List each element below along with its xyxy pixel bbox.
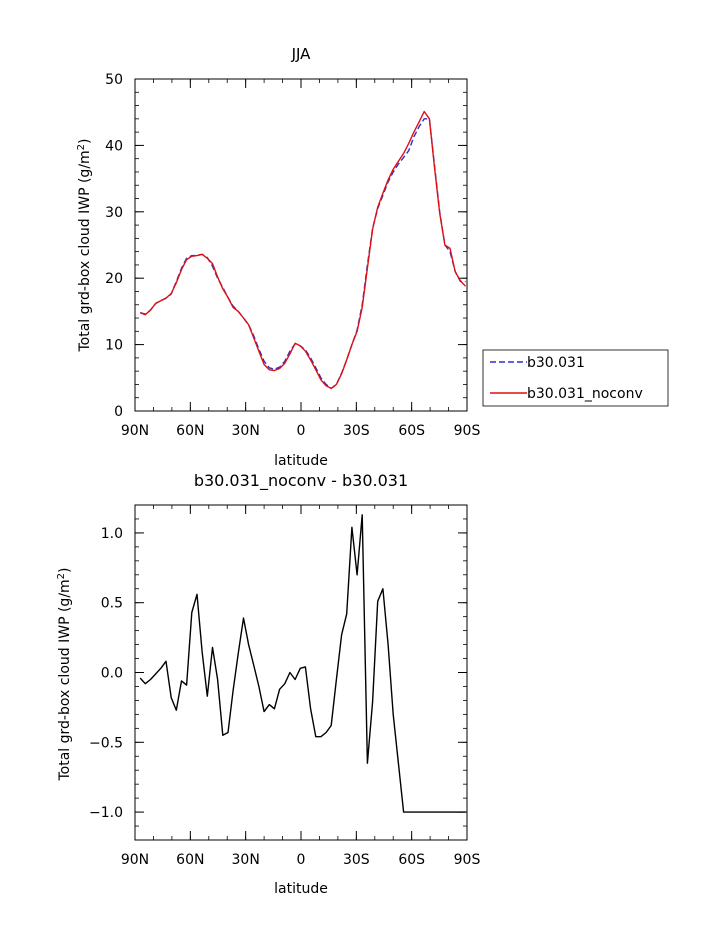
plot-frame <box>134 78 468 412</box>
x-tick-label: 30S <box>343 423 370 439</box>
x-tick-label: 30N <box>232 423 260 439</box>
plot-frame <box>134 504 468 841</box>
y-tick-label: 50 <box>105 72 123 88</box>
x-tick-label: 30S <box>343 852 370 868</box>
x-tick-label: 90N <box>121 423 149 439</box>
legend: b30.031 b30.031_noconv <box>482 349 669 407</box>
y-tick-label: 10 <box>105 338 123 354</box>
x-tick-label: 90N <box>121 852 149 868</box>
unit-superscript: 2 <box>56 573 67 579</box>
y-tick-label: 30 <box>105 205 123 221</box>
difference-series-line <box>139 514 466 813</box>
x-tick-label: 0 <box>297 852 306 868</box>
y-tick-label: −0.5 <box>89 735 123 751</box>
top-y-axis-label: Total grd-box cloud IWP (g/m2) <box>76 138 93 352</box>
y-tick-label: 1.0 <box>101 526 123 542</box>
y-tick-label: −1.0 <box>89 805 123 821</box>
legend-label-b30-031: b30.031 <box>527 355 585 371</box>
x-tick-label: 60S <box>398 423 425 439</box>
bottom-chart-title: b30.031_noconv - b30.031 <box>194 471 408 491</box>
y-tick-label: 20 <box>105 271 123 287</box>
legend-label-b30-031-noconv: b30.031_noconv <box>527 386 643 402</box>
x-tick-label: 60N <box>176 423 204 439</box>
x-tick-label: 30N <box>232 852 260 868</box>
y-tick-label: 0.0 <box>101 666 123 682</box>
unit-suffix: ) <box>57 567 73 572</box>
y-tick-label: 0 <box>114 404 123 420</box>
b30-031-noconv-series-line <box>139 110 467 390</box>
x-tick-label: 0 <box>297 423 306 439</box>
legend-box <box>482 349 669 407</box>
top-x-axis-label: latitude <box>274 453 328 469</box>
iwp-panel: JJA latitude Total grd-box cloud IWP (g/… <box>76 45 480 469</box>
bottom-x-axis-label: latitude <box>274 881 328 897</box>
x-tick-label: 90S <box>454 852 481 868</box>
y-tick-label: 40 <box>105 138 123 154</box>
y-tick-label: 0.5 <box>101 596 123 612</box>
unit-suffix: ) <box>77 138 93 143</box>
top-chart-title: JJA <box>291 45 312 63</box>
x-tick-label: 60S <box>398 852 425 868</box>
unit-superscript: 2 <box>76 144 87 150</box>
bottom-y-axis-label: Total grd-box cloud IWP (g/m2) <box>56 567 73 781</box>
x-tick-label: 60N <box>176 852 204 868</box>
difference-panel: b30.031_noconv - b30.031 latitude Total … <box>56 471 480 897</box>
x-tick-label: 90S <box>454 423 481 439</box>
